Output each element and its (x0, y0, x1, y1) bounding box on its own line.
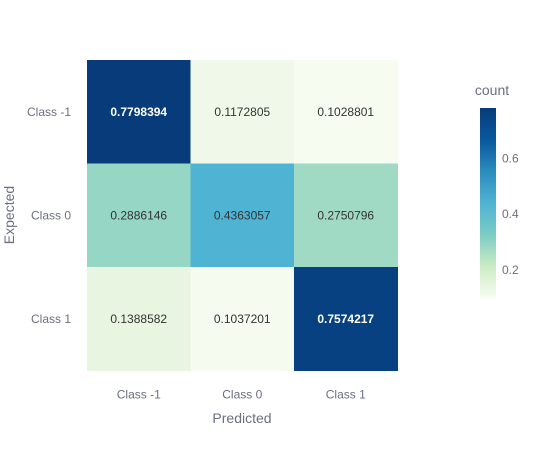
heatmap-cell (294, 267, 398, 371)
cell-value-label: 0.4363057 (214, 208, 271, 222)
heatmap-cell (190, 163, 295, 268)
cell-value-label: 0.1037201 (214, 312, 271, 326)
colorbar-tick-label: 0.2 (502, 263, 519, 277)
cell-value-label: 0.2750796 (317, 208, 374, 222)
cell-value-label: 0.7574217 (317, 312, 374, 326)
cell-value-label: 0.1028801 (317, 105, 374, 119)
colorbar-tick-label: 0.6 (502, 151, 519, 165)
colorbar-title: count (475, 82, 509, 98)
heatmap-cell (294, 60, 398, 164)
colorbar-tick-label: 0.4 (502, 207, 519, 221)
heatmap-cell (190, 60, 295, 164)
x-axis-title: Predicted (212, 410, 271, 426)
x-tick-label: Class 1 (326, 388, 366, 402)
y-tick-label: Class 0 (31, 208, 71, 222)
cell-value-label: 0.1388582 (110, 312, 167, 326)
cell-value-label: 0.2886146 (110, 208, 167, 222)
cell-value-label: 0.7798394 (110, 105, 167, 119)
heatmap-cell (294, 163, 398, 268)
heatmap-cell (87, 163, 191, 268)
x-tick-label: Class -1 (117, 388, 161, 402)
cell-value-label: 0.1172805 (214, 105, 270, 119)
colorbar-gradient (480, 108, 496, 298)
y-tick-label: Class 1 (31, 312, 71, 326)
y-tick-label: Class -1 (27, 105, 71, 119)
heatmap-cell (190, 267, 295, 371)
x-tick-label: Class 0 (222, 388, 262, 402)
y-axis-title: Expected (1, 186, 17, 244)
heatmap-cell (87, 267, 191, 371)
colorbar: count 0.2 0.4 0.6 (475, 82, 519, 298)
heatmap-cell (87, 60, 191, 164)
